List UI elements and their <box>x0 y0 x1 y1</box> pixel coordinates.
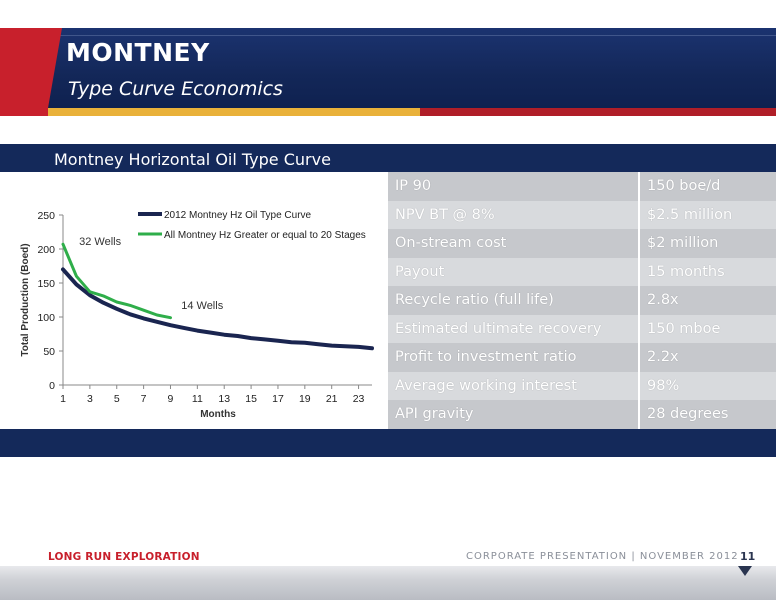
y-tick-label: 250 <box>37 210 55 222</box>
table-row-value: 150 mboe <box>647 320 721 337</box>
table-row-label: Estimated ultimate recovery <box>388 314 640 343</box>
banner-red-accent <box>0 28 48 108</box>
x-tick-label: 1 <box>60 393 66 405</box>
table-row-value: $2.5 million <box>647 206 733 223</box>
x-tick-label: 3 <box>87 393 93 405</box>
legend-entry-type-curve: 2012 Montney Hz Oil Type Curve <box>164 210 312 221</box>
table-row: Profit to investment ratio 2.2x <box>388 343 776 372</box>
footer-bar <box>0 566 776 600</box>
x-tick-label: 9 <box>168 393 174 405</box>
table-row-label: API gravity <box>388 400 640 429</box>
y-tick-label: 50 <box>43 346 55 358</box>
x-tick-label: 11 <box>192 393 203 405</box>
legend-entry-20-stages: All Montney Hz Greater or equal to 20 St… <box>164 230 366 241</box>
economics-table: IP 90 150 boe/d NPV BT @ 8% $2.5 million On-… <box>388 172 776 429</box>
x-tick-label: 21 <box>326 393 338 405</box>
table-row-label: Recycle ratio (full life) <box>388 286 640 315</box>
annotation-32-wells: 32 Wells <box>79 236 121 248</box>
table-row: API gravity 28 degrees <box>388 400 776 429</box>
x-tick-label: 23 <box>353 393 365 405</box>
x-tick-label: 17 <box>272 393 284 405</box>
table-row-label: NPV BT @ 8% <box>388 200 640 229</box>
table-row: Estimated ultimate recovery 150 mboe <box>388 314 776 343</box>
table-row-value: 28 degrees <box>647 406 729 423</box>
table-row: Average working interest 98% <box>388 371 776 400</box>
table-row: Recycle ratio (full life) 2.8x <box>388 286 776 315</box>
table-row: IP 90 150 boe/d <box>388 172 776 201</box>
table-row: Payout 15 months <box>388 257 776 286</box>
x-tick-label: 7 <box>141 393 147 405</box>
chart-legend: 2012 Montney Hz Oil Type Curve All Montn… <box>138 210 366 241</box>
page-title: MONTNEY <box>66 38 210 67</box>
x-tick-label: 15 <box>245 393 257 405</box>
footer-notch <box>738 566 752 576</box>
table-row: On-stream cost $2 million <box>388 229 776 258</box>
y-tick-label: 0 <box>49 380 55 392</box>
annotation-14-wells: 14 Wells <box>181 300 223 312</box>
banner-background <box>0 28 776 108</box>
table-row-value: 15 months <box>647 263 725 280</box>
chart-y-axis-label: Total Production (Boed) <box>20 243 31 356</box>
table-row-value: 2.2x <box>647 349 679 366</box>
table-row-label: Payout <box>388 257 640 286</box>
table-row-value: 98% <box>647 377 680 394</box>
footer-presentation: CORPORATE PRESENTATION | NOVEMBER 2012 <box>466 551 739 562</box>
footer-company: LONG RUN EXPLORATION <box>48 551 200 563</box>
y-tick-label: 200 <box>37 244 55 256</box>
y-tick-label: 100 <box>37 312 55 324</box>
table-row-label: IP 90 <box>388 172 640 201</box>
header-gold-bar <box>0 108 420 116</box>
x-tick-label: 5 <box>114 393 120 405</box>
series-line-0 <box>61 267 374 351</box>
x-tick-label: 19 <box>299 393 311 405</box>
chart-x-axis-label: Months <box>200 409 236 420</box>
header-red-bar <box>420 108 776 116</box>
type-curve-chart: 0 50 100 150 200 250 1 3 5 7 9 11 13 15 17 19 21 23 Total… <box>0 172 388 429</box>
page-subtitle: Type Curve Economics <box>68 78 283 100</box>
panel-title: Montney Horizontal Oil Type Curve <box>54 150 331 169</box>
table-row-value: 150 boe/d <box>647 178 721 195</box>
top-margin <box>0 0 776 28</box>
x-tick-label: 13 <box>218 393 230 405</box>
table-row-label: On-stream cost <box>388 229 640 258</box>
y-tick-label: 150 <box>37 278 55 290</box>
table-row-label: Average working interest <box>388 371 640 400</box>
table-row: NPV BT @ 8% $2.5 million <box>388 200 776 229</box>
banner-highlight-line <box>0 35 776 36</box>
table-row-value: 2.8x <box>647 292 679 309</box>
table-row-value: $2 million <box>647 235 719 252</box>
page-number: 11 <box>740 550 756 563</box>
table-row-label: Profit to investment ratio <box>388 343 640 372</box>
header-banner <box>0 28 776 108</box>
